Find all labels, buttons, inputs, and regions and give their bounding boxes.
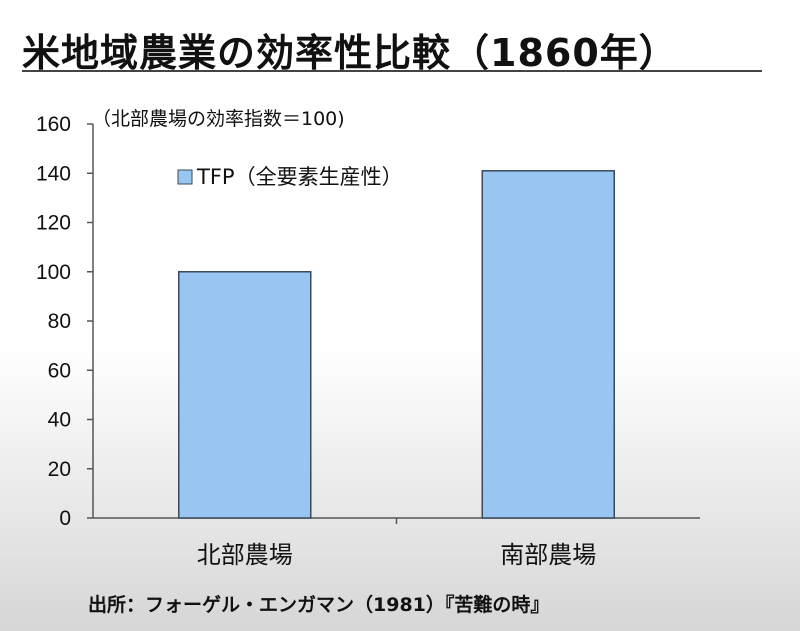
y-tick-label: 20 — [48, 458, 71, 481]
source-citation: 出所：フォーゲル・エンガマン（1981）『苦難の時』 — [88, 594, 550, 616]
y-tick-label: 160 — [36, 113, 71, 136]
legend-swatch — [177, 169, 193, 185]
y-tick-label: 120 — [36, 212, 71, 235]
y-tick-label: 80 — [48, 310, 71, 333]
legend-label: TFP（全要素生産性） — [196, 165, 403, 189]
y-tick-label: 140 — [36, 162, 71, 185]
chart-title: 米地域農業の効率性比較（1860年） — [22, 31, 678, 75]
bar-2 — [481, 170, 615, 519]
title-underline — [22, 70, 762, 72]
bar-1 — [178, 271, 312, 519]
y-tick-label: 100 — [36, 261, 71, 284]
y-tick-label: 40 — [48, 409, 71, 432]
index-note: （北部農場の効率指数＝100) — [92, 108, 345, 130]
y-tick-label: 0 — [59, 507, 71, 530]
x-category-label: 北部農場 — [197, 541, 293, 569]
y-tick-label: 60 — [48, 359, 71, 382]
x-category-label: 南部農場 — [500, 541, 596, 569]
